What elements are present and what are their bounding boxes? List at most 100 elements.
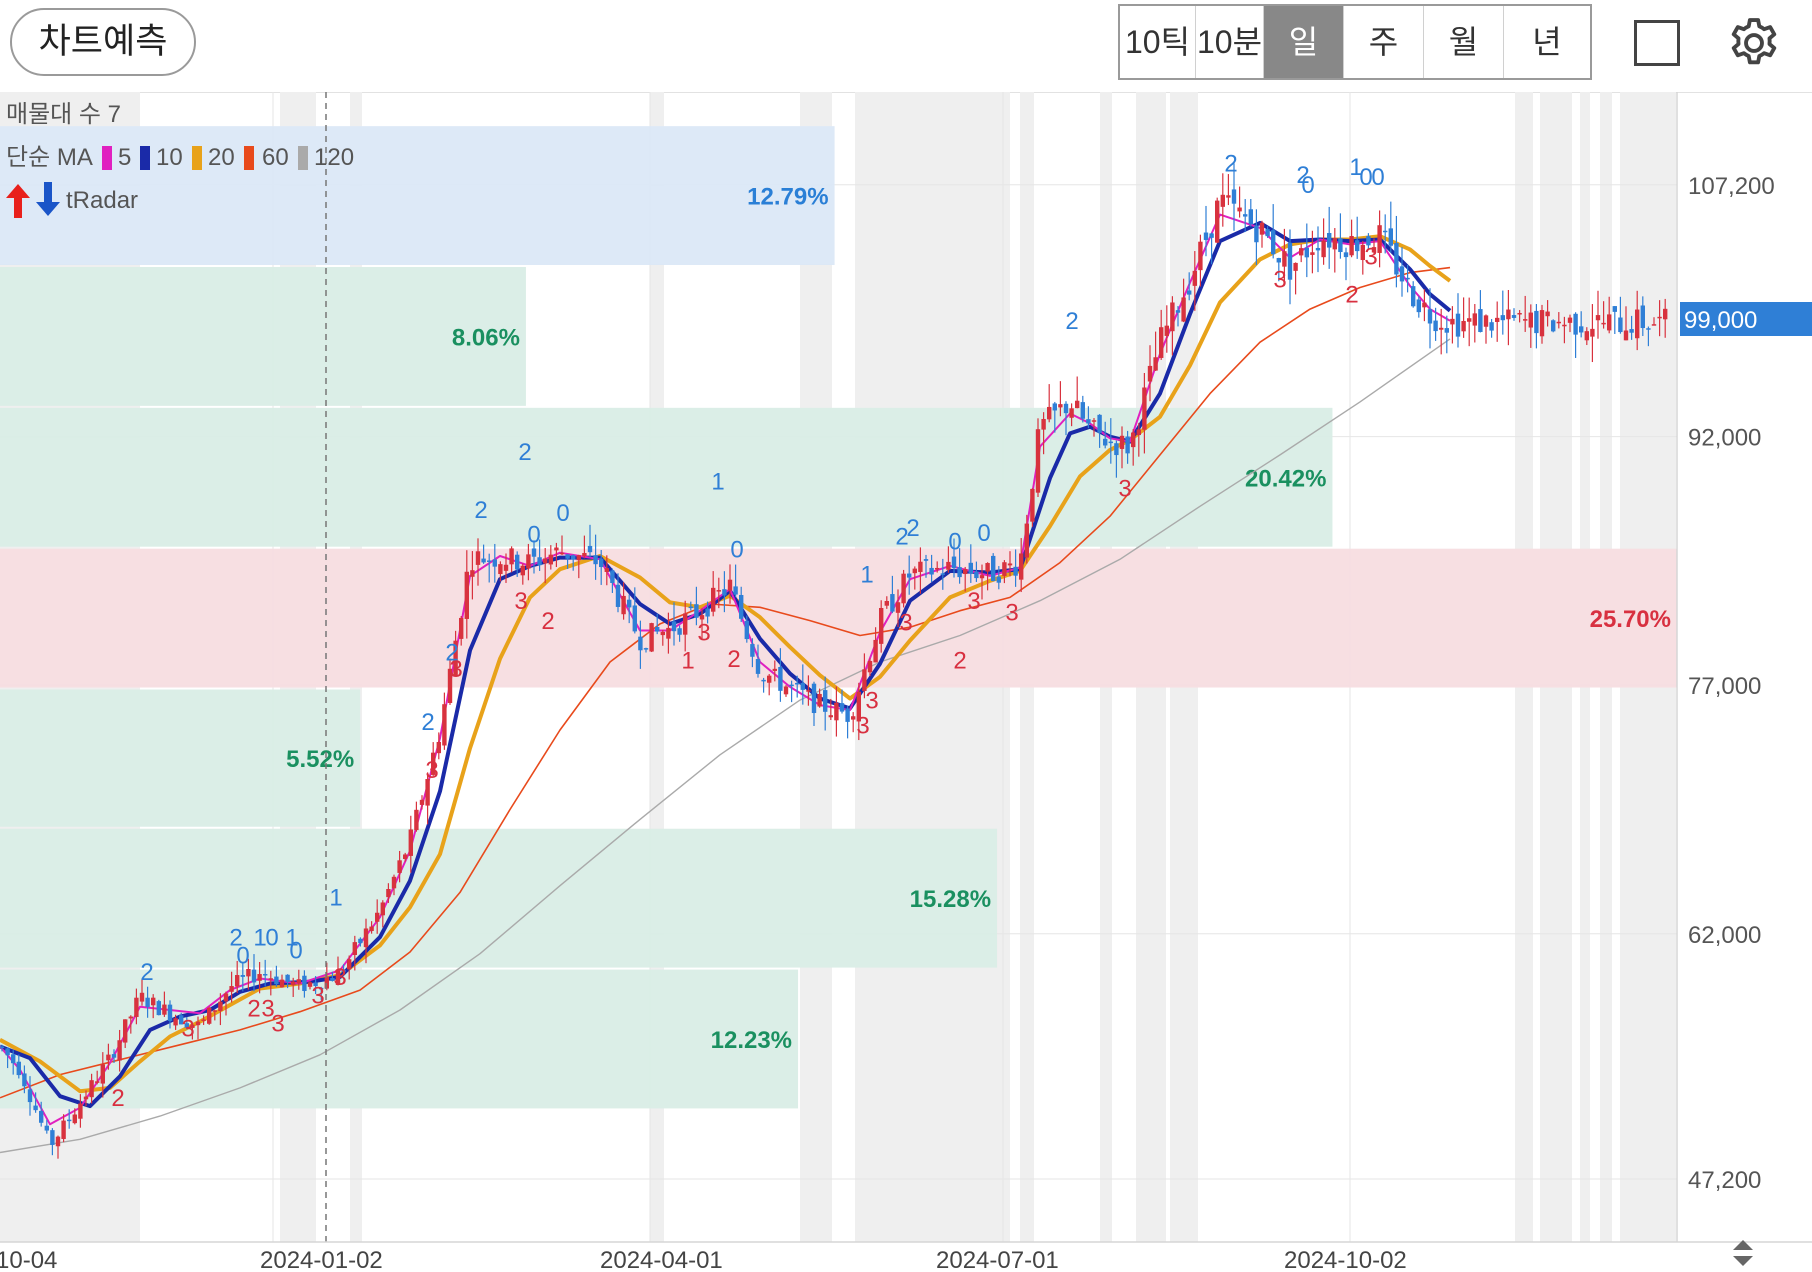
signal-label: 2 [1296,162,1309,189]
volume-profile-bar [0,266,526,406]
ma20-line [0,234,1452,1094]
candle-body [1321,240,1326,258]
gear-icon[interactable] [1725,14,1783,72]
price-chart[interactable]: 12.79% 8.06% 20.42% 25.70% 5.52% 15.28% 12.23%… [0,92,1812,1272]
candle-body [1231,189,1237,204]
candle-body [1091,420,1097,422]
signal-label: 0 [527,522,540,549]
candle-body [979,575,985,579]
candle-body [867,660,873,673]
candle-body [319,987,324,990]
candle-body [1097,414,1102,433]
volume-profile-pct-label: 20.42% [1245,465,1326,492]
candle-body [330,977,335,981]
signal-label: 1 [711,469,724,496]
candle-body [582,553,587,557]
candle-body [1203,232,1209,240]
candle-body [1215,200,1220,243]
candle-body [50,1130,55,1145]
candle-body [1467,318,1472,322]
candle-body [1399,266,1405,282]
candle-body [487,560,492,562]
candle-body [1360,244,1365,261]
volume-profile: 12.79% 8.06% 20.42% 25.70% 5.52% 15.28% 12.23% [0,126,1677,1109]
period-month-button[interactable]: 월 [1424,6,1504,78]
signal-label: 0 [730,537,743,564]
period-10tick-button[interactable]: 10틱 [1120,6,1196,78]
candle-body [447,668,453,703]
candle-body [940,573,945,575]
candle-body [492,559,497,567]
candle-body [638,636,643,651]
candle-body [1209,233,1214,238]
candle-body [403,854,408,860]
period-year-button[interactable]: 년 [1532,24,1562,60]
scroll-handle-icon[interactable] [1733,1240,1753,1266]
candle-body [1461,320,1466,332]
candle-body [11,1054,16,1064]
candle-body [391,876,397,889]
candle-body [16,1061,21,1076]
candle-body [615,584,621,607]
candle-body [1304,247,1309,258]
candle-body [1640,305,1645,329]
signal-label: 3 [271,1011,284,1038]
volume-profile-bar [0,126,835,265]
candle-body [548,554,553,565]
candle-body [1024,523,1029,558]
candle-body [89,1080,94,1098]
signal-label: 1 [285,924,298,951]
candle-body [856,691,861,722]
candle-body [352,942,357,955]
candle-body [1299,248,1304,256]
candle-body [44,1125,49,1131]
ma120-line [0,338,1451,1154]
candle-body [67,1119,72,1122]
candle-body [1405,277,1410,280]
candle-body [1276,257,1281,263]
signal-label: 0 [289,938,302,965]
period-10min-button[interactable]: 10분 [1196,6,1264,78]
candle-body [212,1010,217,1012]
candle-body [761,679,766,682]
ma20-label: 20 [208,144,235,171]
candle-body [834,702,839,721]
candle-body [95,1081,100,1083]
candle-body [139,992,145,1002]
candle-body [218,1001,223,1011]
y-tick-label: 77,000 [1688,673,1761,700]
square-icon[interactable] [1634,20,1680,66]
signal-label: 3 [181,1016,194,1043]
period-day-button[interactable]: 일 [1264,6,1344,78]
ma60-line [0,266,1451,1099]
candle-body [408,829,413,856]
period-week-button[interactable]: 주 [1344,6,1424,78]
candle-body [335,970,341,985]
candle-body [1595,315,1601,321]
candle-body [1349,236,1354,256]
candle-body [716,590,721,592]
ma60-swatch [244,146,254,170]
chart-predict-button[interactable]: 차트예측 [10,8,196,76]
signal-label: 0 [265,924,278,951]
tradar-legend: tRadar [6,182,138,218]
signal-label: 3 [449,656,462,683]
candle-body [1147,365,1153,382]
signal-label: 2 [727,646,740,673]
up-arrow-icon [6,184,30,218]
y-tick-label: 62,000 [1688,922,1761,949]
candle-body [229,986,234,992]
candle-body [1539,310,1545,337]
candle-body [1282,251,1287,267]
candle-body [543,558,548,564]
candle-body [1271,230,1276,255]
volume-profile-pct-label: 5.52% [286,746,354,773]
candle-body [968,562,973,574]
candle-body [1041,418,1046,430]
candle-body [683,613,688,635]
candle-body [531,548,537,557]
signal-label: 1 [329,885,342,912]
candle-body [817,693,822,707]
candle-body [907,573,912,578]
candle-body [610,570,615,584]
